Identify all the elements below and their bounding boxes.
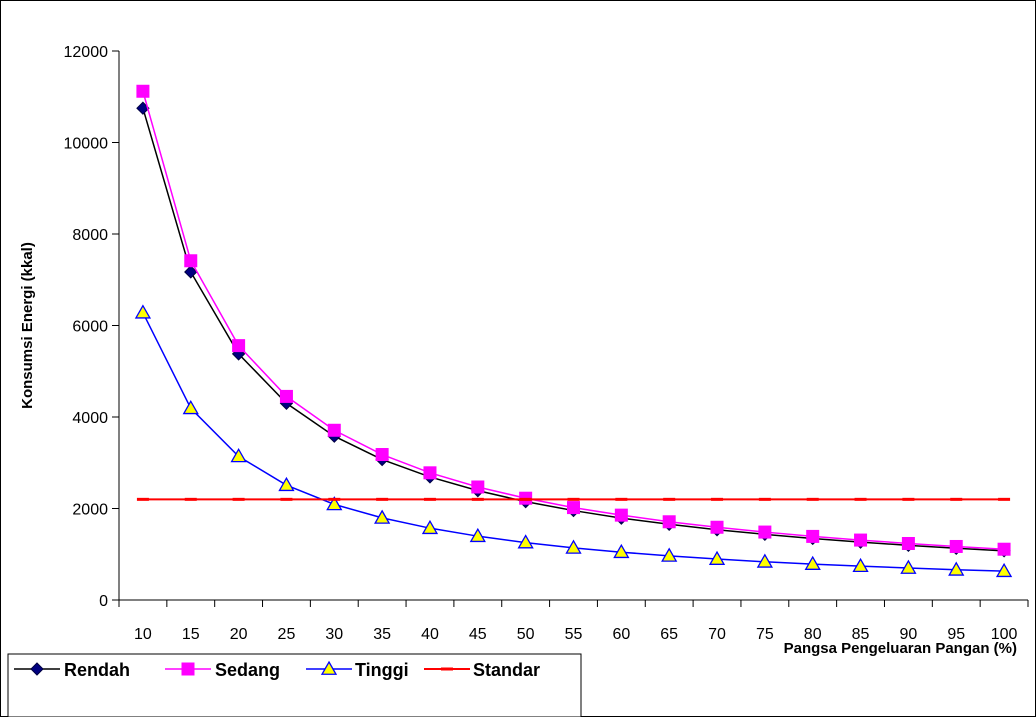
x-tick-label: 10 [134, 626, 152, 643]
x-tick-label: 25 [278, 626, 296, 643]
y-axis-title: Konsumsi Energi (kkal) [19, 242, 36, 409]
legend-item-standar: Standar [424, 660, 540, 680]
data-point [613, 543, 630, 559]
data-point [423, 466, 437, 480]
x-tick-label: 90 [899, 626, 917, 643]
data-point [421, 519, 439, 535]
data-point [949, 539, 963, 553]
data-point [901, 536, 915, 550]
series-layer [134, 84, 1013, 578]
data-point [136, 84, 150, 98]
x-tick-label: 60 [612, 626, 630, 643]
data-point [517, 534, 534, 549]
x-tick-label: 20 [230, 626, 248, 643]
x-tick-label: 30 [325, 626, 343, 643]
x-tick-label: 65 [660, 626, 678, 643]
x-axis-title: Pangsa Pengeluaran Pangan (%) [784, 640, 1017, 657]
legend-marker [320, 660, 338, 675]
data-point [900, 559, 917, 574]
data-point [232, 339, 246, 353]
data-point [184, 254, 198, 268]
series-tinggi [134, 304, 1013, 578]
legend-label: Standar [473, 660, 540, 680]
legend-marker [30, 662, 44, 676]
data-point [854, 533, 868, 547]
data-point [326, 496, 343, 511]
data-point [614, 508, 628, 522]
x-tick-label: 50 [517, 626, 535, 643]
legend-box [7, 653, 582, 717]
legend-item-rendah: Rendah [14, 660, 130, 680]
x-tick-label: 100 [991, 626, 1018, 643]
data-point [327, 423, 341, 437]
data-point [374, 509, 391, 524]
data-point [948, 561, 965, 576]
legend-label: Rendah [64, 660, 130, 680]
y-tick-label: 6000 [72, 319, 108, 336]
data-point [852, 557, 869, 573]
data-point [278, 476, 295, 492]
data-point [471, 480, 485, 494]
x-tick-label: 55 [565, 626, 583, 643]
x-tick-label: 15 [182, 626, 200, 643]
x-tick-label: 40 [421, 626, 439, 643]
data-point [182, 399, 199, 415]
data-point [469, 527, 486, 543]
data-point [710, 520, 724, 534]
data-point [804, 555, 821, 570]
data-point [756, 553, 773, 568]
legend: Rendah Sedang Tinggi Standar [7, 653, 582, 717]
data-point [662, 515, 676, 529]
y-tick-label: 8000 [72, 227, 108, 244]
legend-label: Tinggi [355, 660, 409, 680]
data-point [184, 265, 198, 279]
x-tick-label: 95 [947, 626, 965, 643]
y-tick-label: 12000 [64, 44, 109, 61]
y-tick-label: 0 [99, 593, 108, 610]
x-tick-label: 85 [852, 626, 870, 643]
data-point [279, 389, 293, 403]
y-tick-label: 4000 [72, 410, 108, 427]
axes: 0 2000 4000 6000 8000 10000 12000 10 15 20 25 30 35 4… [64, 44, 1029, 643]
y-tick-label: 2000 [72, 502, 108, 519]
x-tick-label: 70 [708, 626, 726, 643]
x-tick-label: 45 [469, 626, 487, 643]
x-tick-label: 80 [804, 626, 822, 643]
series-sedang [136, 84, 1011, 556]
data-point [708, 550, 726, 565]
data-point [661, 547, 678, 562]
x-tick-label: 75 [756, 626, 774, 643]
x-tick-label: 35 [373, 626, 391, 643]
legend-item-sedang: Sedang [165, 660, 280, 680]
data-point [567, 501, 580, 515]
data-point [995, 562, 1013, 578]
data-point [134, 304, 152, 319]
data-point [565, 539, 582, 554]
data-point [806, 529, 820, 543]
data-point [230, 448, 247, 463]
legend-label: Sedang [215, 660, 280, 680]
data-point [375, 448, 389, 462]
legend-marker [181, 662, 195, 676]
data-point [997, 542, 1011, 556]
y-tick-label: 10000 [64, 136, 109, 153]
legend-item-tinggi: Tinggi [306, 660, 409, 680]
data-point [758, 525, 772, 539]
